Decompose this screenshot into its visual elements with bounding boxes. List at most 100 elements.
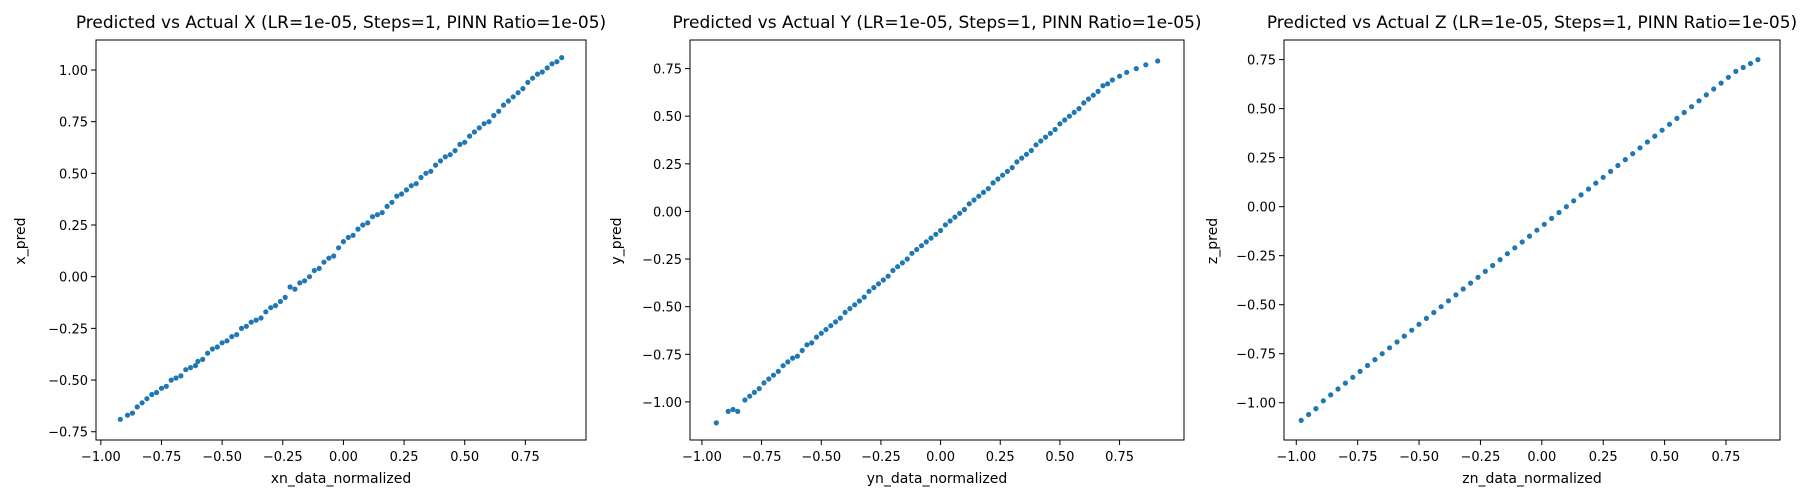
panel-z-xtick-label: 0.00 [1527, 450, 1556, 465]
panel-z-ytick-label: 0.25 [1247, 152, 1276, 167]
panel-x-point [258, 315, 264, 321]
panel-y-point [1109, 77, 1115, 83]
panel-y-point [880, 277, 886, 283]
panel-x-point [268, 305, 274, 311]
panel-y-point [1081, 100, 1087, 106]
panel-x-point [134, 404, 140, 410]
panel-x-point [530, 75, 536, 81]
panel-y-point [938, 227, 944, 234]
panel-z-point [1630, 151, 1636, 157]
panel-z-ytick-label: −0.50 [1236, 299, 1276, 314]
panel-y-point [1090, 92, 1096, 98]
panel-y-xtick-label: 0.00 [926, 450, 955, 465]
panel-x-point [178, 373, 184, 379]
panel-y-point [1117, 73, 1123, 79]
panel-y-point [1100, 83, 1106, 89]
panel-z-point [1725, 74, 1731, 80]
panel-z-point [1585, 186, 1592, 192]
panel-x-point [374, 212, 380, 218]
panel-x-xtick-label: 0.25 [390, 450, 419, 465]
panel-y-point [966, 201, 972, 207]
panel-y-point [952, 214, 958, 220]
panel-y-point [1066, 113, 1072, 119]
panel-x-point [188, 365, 194, 371]
panel-x-point [214, 344, 220, 350]
panel-y-point [809, 340, 815, 346]
panel-z-point [1387, 345, 1393, 351]
panel-z-point [1328, 392, 1334, 398]
panel-y-point [890, 267, 896, 274]
panel-z-point [1394, 339, 1400, 345]
panel-z-point [1379, 351, 1385, 357]
panel-x-point [423, 170, 429, 176]
panel-x-point [345, 234, 351, 240]
panel-y-point [856, 298, 863, 304]
panel-x-axes-frame [95, 39, 587, 441]
panel-y-ytick-label: −1.00 [642, 396, 682, 411]
panel-y-point [1071, 109, 1077, 115]
panel-y-point [794, 353, 801, 359]
panel-z-point [1681, 109, 1687, 116]
panel-y-point [1043, 134, 1049, 140]
panel-x-point [384, 203, 390, 209]
panel-x-point [534, 71, 541, 77]
panel-x-point [326, 255, 332, 261]
panel-y-point [985, 186, 991, 192]
panel-y-point [871, 285, 877, 291]
panel-y-point [842, 309, 848, 315]
panel-y-point [761, 380, 767, 386]
panel-z-point [1571, 198, 1577, 204]
panel-x-point [282, 294, 288, 300]
panel-y-point [928, 235, 934, 241]
panel-x: Predicted vs Actual X (LR=1e-05, Steps=1… [13, 13, 606, 487]
panel-z-point [1504, 251, 1510, 257]
panel-x-point [149, 391, 155, 398]
panel-x-point [433, 162, 439, 168]
panel-y-ytick-label: 0.75 [653, 63, 682, 78]
panel-y-point [1009, 165, 1015, 171]
panel-x-ylabel: x_pred [13, 217, 29, 264]
panel-x-point [336, 245, 342, 251]
panel-z-point [1468, 280, 1474, 286]
panel-x-point [515, 90, 521, 96]
panel-x-point [306, 274, 313, 280]
panel-x-point [195, 358, 201, 364]
panel-z-point [1703, 92, 1709, 98]
panel-y-point [914, 246, 920, 253]
panel-y-point [918, 243, 925, 249]
panel-y-ytick-label: −0.50 [642, 301, 682, 316]
panel-x-point [452, 148, 458, 154]
panel-z-point [1733, 68, 1739, 74]
panel-y-point [1047, 130, 1053, 136]
panel-z-point [1556, 209, 1562, 216]
panel-x-point [139, 400, 145, 406]
panel-y-point [942, 222, 949, 228]
panel-z-point [1416, 321, 1422, 327]
panel-x-point [144, 396, 150, 402]
panel-y-point [1155, 58, 1161, 64]
panel-y-point [923, 239, 929, 245]
panel-x-xtick-label: −0.50 [202, 450, 242, 465]
panel-x-point [129, 410, 135, 416]
panel-z-point [1313, 406, 1319, 412]
panel-x-point [200, 356, 206, 362]
panel-x-point [311, 267, 317, 274]
panel-y-point [1019, 155, 1025, 161]
panel-x-ytick-label: 0.50 [59, 167, 88, 182]
panel-z-point [1526, 233, 1533, 239]
panel-x-point [183, 367, 189, 373]
panel-y-point [766, 376, 772, 382]
panel-y-point [1004, 168, 1011, 174]
panel-z-xtick-label: 0.75 [1712, 450, 1741, 465]
panel-z-point [1622, 157, 1628, 163]
panel-y-point [1038, 138, 1044, 144]
panel-x-point [500, 102, 507, 108]
panel-x-point [209, 346, 215, 352]
panel-x-point [316, 265, 322, 271]
panel-z-point [1453, 292, 1459, 298]
panel-z-point [1666, 121, 1673, 127]
panel-x-point [505, 98, 511, 104]
panel-x-ytick-label: −0.25 [48, 322, 88, 337]
panel-y-point [1023, 151, 1030, 157]
panel-y-point [818, 330, 824, 336]
